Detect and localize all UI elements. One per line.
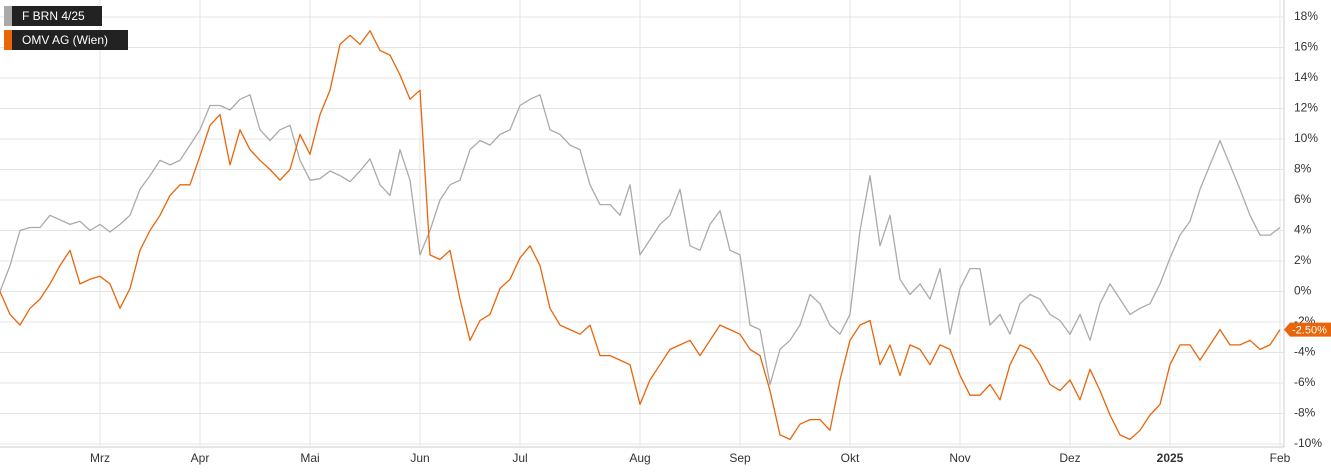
value-label: -2.50% <box>1292 325 1327 337</box>
legend-label: F BRN 4/25 <box>22 9 85 23</box>
legend-box <box>4 30 128 50</box>
x-tick-label: Dez <box>1059 451 1080 465</box>
legend-label: OMV AG (Wien) <box>22 33 108 47</box>
x-tick-label: Mai <box>300 451 319 465</box>
series-line <box>0 30 1281 441</box>
y-tick-label: 0% <box>1294 284 1312 298</box>
y-tick-label: -8% <box>1294 406 1316 420</box>
legend-swatch <box>4 30 12 50</box>
x-tick-label: Aug <box>629 451 650 465</box>
value-badge <box>1284 322 1331 337</box>
x-tick-label: Jun <box>410 451 429 465</box>
x-tick-label: Mrz <box>90 451 110 465</box>
grid <box>0 0 1284 447</box>
y-tick-label: -6% <box>1294 375 1316 389</box>
y-tick-label: 10% <box>1294 131 1318 145</box>
y-tick-label: 2% <box>1294 253 1312 267</box>
x-tick-label: 2025 <box>1157 451 1184 465</box>
y-tick-label: -10% <box>1294 436 1322 450</box>
y-tick-label: 4% <box>1294 223 1312 237</box>
y-tick-label: 14% <box>1294 70 1318 84</box>
x-tick-label: Feb <box>1270 451 1291 465</box>
series-line <box>0 94 1281 386</box>
x-tick-label: Sep <box>729 451 751 465</box>
x-tick-label: Nov <box>949 451 970 465</box>
y-tick-label: -4% <box>1294 345 1316 359</box>
x-tick-label: Jul <box>512 451 527 465</box>
y-tick-label: 12% <box>1294 101 1318 115</box>
legend-swatch <box>4 6 12 26</box>
y-tick-label: 6% <box>1294 192 1312 206</box>
y-tick-label: 18% <box>1294 9 1318 23</box>
y-tick-label: 8% <box>1294 162 1312 176</box>
x-tick-label: Apr <box>191 451 210 465</box>
x-tick-label: Okt <box>841 451 860 465</box>
y-tick-label: 16% <box>1294 40 1318 54</box>
legend-box <box>4 6 102 26</box>
